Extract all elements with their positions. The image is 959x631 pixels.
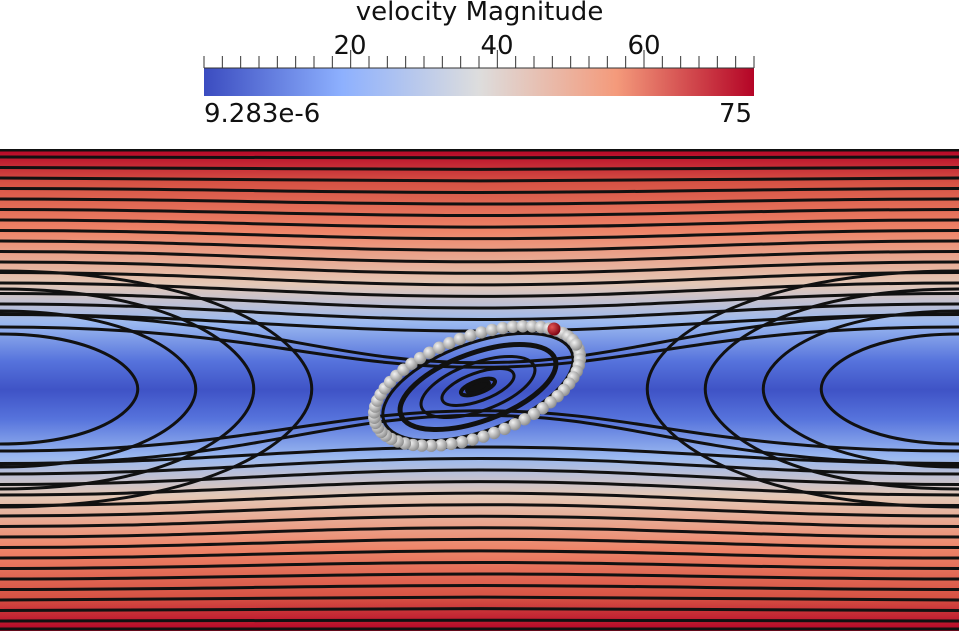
vortex-core (465, 379, 491, 395)
particle (475, 326, 488, 339)
streamline (0, 549, 959, 560)
particle (487, 426, 501, 440)
streamline (0, 584, 959, 591)
streamline (0, 269, 314, 509)
particle (443, 336, 456, 350)
streamline (0, 332, 140, 446)
streamline (0, 514, 959, 528)
streamline (0, 526, 959, 539)
particle (496, 321, 509, 335)
particle-ring (368, 320, 586, 452)
streamline (0, 309, 198, 469)
tracked-particle (547, 322, 561, 336)
streamline (0, 271, 959, 287)
particle (464, 329, 477, 342)
streamline (0, 287, 256, 491)
particle (518, 413, 531, 426)
streamlines (0, 155, 959, 623)
colorbar-max-label: 75 (719, 99, 753, 129)
streamline (0, 155, 959, 160)
streamline (0, 607, 959, 612)
streamline (0, 445, 959, 465)
particle (455, 435, 469, 449)
streamline (0, 218, 959, 229)
particle (445, 437, 458, 451)
colorbar-min-label: 9.283e-6 (204, 99, 321, 129)
colorbar-tick-label: 20 (333, 31, 367, 61)
streamline (0, 618, 959, 623)
streamline (761, 309, 959, 469)
colorbar-title: velocity Magnitude (355, 0, 604, 27)
streamline (0, 197, 959, 206)
colorbar-ticks (203, 50, 755, 68)
particle (506, 320, 520, 333)
streamline (0, 176, 959, 183)
streamline (0, 560, 959, 570)
streamline (0, 260, 959, 275)
particle (527, 407, 541, 421)
streamline (0, 208, 959, 218)
particle (425, 439, 438, 452)
particle (453, 332, 467, 346)
colorbar-legend: velocity Magnitude 20 40 60 9.283e-6 75 (0, 0, 959, 140)
streamline (0, 292, 959, 310)
streamline (0, 229, 959, 241)
streamline (0, 250, 959, 264)
streamline (0, 468, 959, 486)
colorbar-gradient (204, 68, 754, 96)
streamline (0, 595, 959, 602)
particle (433, 341, 446, 354)
particle (477, 430, 490, 443)
vortex-streamline (419, 355, 537, 419)
colorbar (203, 50, 755, 96)
particle (413, 351, 427, 365)
vortex-streamline (440, 367, 516, 407)
streamline (645, 269, 959, 509)
streamline (0, 537, 959, 549)
streamline (0, 187, 959, 194)
particle (485, 323, 499, 337)
vortex-streamline (397, 341, 559, 433)
streamline (0, 239, 959, 252)
streamline (0, 166, 959, 171)
streamline (0, 456, 959, 476)
streamline (0, 491, 959, 507)
streamline (0, 503, 959, 518)
streamline (0, 281, 959, 298)
particle (434, 439, 448, 452)
streamline (0, 325, 959, 369)
streamline (819, 332, 959, 446)
particle (466, 433, 479, 446)
streamline (0, 480, 959, 497)
streamline (0, 302, 959, 322)
streamline (703, 287, 959, 491)
particle (423, 346, 436, 359)
velocity-field-plot (0, 149, 959, 631)
streamline (0, 572, 959, 581)
particle (569, 338, 583, 351)
particle (516, 320, 529, 333)
particle (498, 422, 511, 436)
particle (508, 418, 521, 431)
